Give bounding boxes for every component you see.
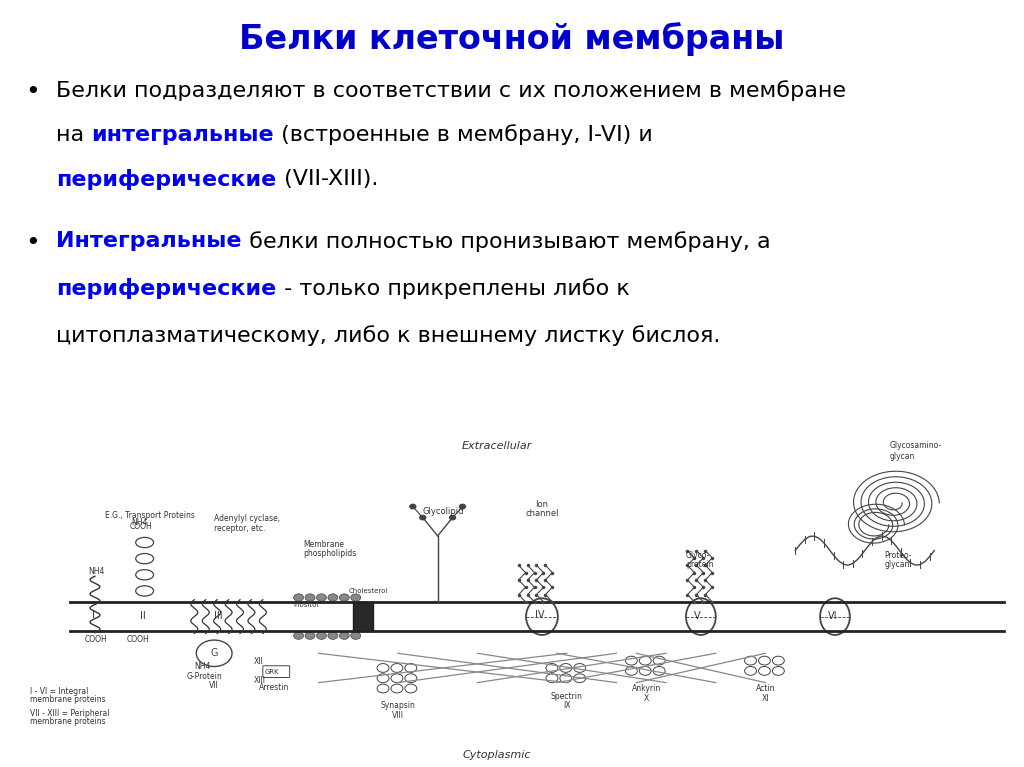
Text: Ion: Ion <box>536 499 549 509</box>
Circle shape <box>305 594 315 601</box>
Text: Extracellular: Extracellular <box>462 440 532 450</box>
Text: •: • <box>26 232 40 255</box>
Circle shape <box>351 594 360 601</box>
Text: VIII: VIII <box>392 711 403 720</box>
Circle shape <box>460 505 466 509</box>
Text: NH4: NH4 <box>131 518 147 527</box>
Text: Cholesterol: Cholesterol <box>348 588 388 594</box>
Text: периферические: периферические <box>56 169 276 190</box>
Text: V: V <box>694 611 700 621</box>
Text: интегральные: интегральные <box>91 124 274 144</box>
Text: glycan: glycan <box>885 561 910 569</box>
Text: Белки подразделяют в соответствии с их положением в мембране: Белки подразделяют в соответствии с их п… <box>56 80 846 101</box>
Text: GRK: GRK <box>264 669 280 675</box>
Text: Glycolipid: Glycolipid <box>423 507 464 516</box>
Text: XI: XI <box>762 694 769 703</box>
Text: I: I <box>92 610 95 620</box>
Circle shape <box>294 594 303 601</box>
Text: channel: channel <box>525 509 559 518</box>
Text: Synapsin: Synapsin <box>381 701 416 710</box>
Circle shape <box>351 632 360 640</box>
Text: protein: protein <box>686 561 714 569</box>
Text: Cytoplasmic: Cytoplasmic <box>463 749 531 759</box>
Text: VII - XIII = Peripheral: VII - XIII = Peripheral <box>31 709 110 718</box>
Text: Spectrin: Spectrin <box>551 692 583 701</box>
Text: Белки клеточной мембраны: Белки клеточной мембраны <box>240 22 784 56</box>
Text: цитоплазматическому, либо к внешнему листку бислоя.: цитоплазматическому, либо к внешнему лис… <box>56 324 721 346</box>
Text: membrane proteins: membrane proteins <box>31 696 106 704</box>
Text: Actin: Actin <box>756 684 775 693</box>
Text: Glyco-: Glyco- <box>686 551 711 560</box>
Text: VII: VII <box>209 682 219 690</box>
Text: COOH: COOH <box>130 522 153 531</box>
Text: Ankyrin: Ankyrin <box>632 684 660 693</box>
Text: Inositol: Inositol <box>294 602 319 608</box>
Circle shape <box>410 505 416 509</box>
Text: COOH: COOH <box>126 635 150 644</box>
Text: Adenylyl cyclase,: Adenylyl cyclase, <box>214 514 281 523</box>
Text: membrane proteins: membrane proteins <box>31 717 106 726</box>
Text: II: II <box>139 611 145 621</box>
Text: периферические: периферические <box>56 278 276 299</box>
Text: •: • <box>26 80 40 104</box>
Text: IV: IV <box>535 610 545 620</box>
Circle shape <box>328 594 338 601</box>
Text: NH4: NH4 <box>195 663 211 671</box>
Text: VI: VI <box>828 611 838 621</box>
Text: (VII-XIII).: (VII-XIII). <box>276 169 378 189</box>
Text: Arrestin: Arrestin <box>259 683 289 692</box>
Text: Интегральные: Интегральные <box>56 232 242 252</box>
Text: G-Protein: G-Protein <box>186 672 222 681</box>
Text: E.G., Transport Proteins: E.G., Transport Proteins <box>104 511 195 519</box>
Circle shape <box>305 632 315 640</box>
Text: NH4: NH4 <box>88 567 104 576</box>
Text: белки полностью пронизывают мембрану, а: белки полностью пронизывают мембрану, а <box>242 232 770 252</box>
Circle shape <box>316 594 327 601</box>
Text: на: на <box>56 124 91 144</box>
Text: XII: XII <box>254 657 263 667</box>
Text: COOH: COOH <box>85 635 108 644</box>
Circle shape <box>294 632 303 640</box>
Text: - только прикреплены либо к: - только прикреплены либо к <box>276 278 630 299</box>
Text: Glycosamino-: Glycosamino- <box>890 441 942 450</box>
Text: Proteo-: Proteo- <box>885 551 912 560</box>
Text: IX: IX <box>563 701 570 710</box>
Text: Membrane: Membrane <box>303 540 344 549</box>
Circle shape <box>328 632 338 640</box>
Text: (встроенные в мембрану, I-VI) и: (встроенные в мембрану, I-VI) и <box>274 124 653 146</box>
Circle shape <box>450 515 456 520</box>
Text: III: III <box>214 611 223 621</box>
Text: G: G <box>210 648 218 658</box>
Text: I - VI = Integral: I - VI = Integral <box>31 686 89 696</box>
Text: phospholipids: phospholipids <box>303 549 356 558</box>
Circle shape <box>339 594 349 601</box>
Text: X: X <box>644 694 649 703</box>
Text: receptor, etc.: receptor, etc. <box>214 524 265 533</box>
Circle shape <box>316 632 327 640</box>
Text: XIII: XIII <box>254 676 266 685</box>
Text: glycan: glycan <box>890 452 915 461</box>
Circle shape <box>339 632 349 640</box>
Circle shape <box>420 515 426 520</box>
